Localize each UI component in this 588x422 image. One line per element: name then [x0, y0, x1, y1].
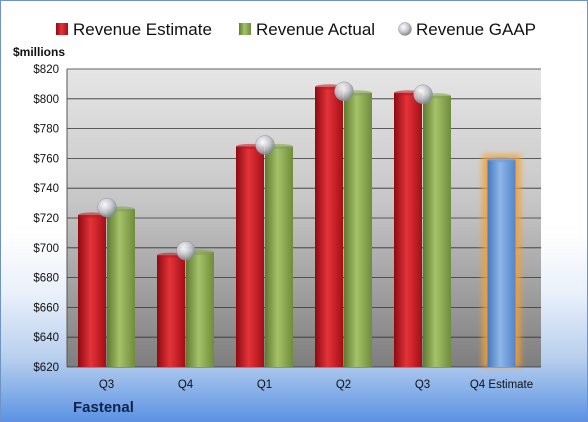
y-tick-label: $760	[33, 153, 59, 165]
y-tick-label: $700	[33, 243, 59, 255]
bar-revenue-actual	[344, 92, 372, 367]
x-tick-label: Q2	[336, 379, 351, 391]
y-axis-label: $millions	[13, 45, 65, 59]
x-tick-label: Q4 Estimate	[470, 379, 533, 391]
bar-estimate	[487, 159, 516, 367]
bar-top-revenue-estimate	[78, 212, 106, 218]
x-tick-label: Q1	[257, 379, 272, 391]
bar-revenue-estimate	[236, 146, 264, 367]
legend-label: Revenue Estimate	[73, 20, 212, 39]
marker-revenue-gaap	[176, 241, 196, 261]
x-tick-label: Q3	[99, 379, 114, 391]
x-tick-label: Q4	[178, 379, 194, 391]
y-tick-label: $820	[33, 64, 59, 76]
y-tick-label: $720	[33, 213, 59, 225]
bar-revenue-actual	[423, 95, 451, 367]
company-name: Fastenal	[73, 399, 134, 416]
y-tick-label: $640	[33, 332, 59, 344]
bar-revenue-estimate	[315, 86, 343, 367]
bar-revenue-actual	[265, 146, 293, 367]
y-tick-label: $800	[33, 94, 59, 106]
bar-revenue-estimate	[394, 92, 422, 367]
x-tick-label: Q3	[415, 379, 430, 391]
marker-revenue-gaap	[334, 81, 354, 102]
marker-revenue-gaap	[97, 197, 117, 218]
y-tick-label: $740	[33, 183, 59, 195]
legend-swatch	[56, 23, 68, 35]
marker-revenue-gaap	[413, 84, 433, 105]
bar-revenue-estimate	[157, 255, 185, 367]
y-tick-label: $780	[33, 124, 59, 136]
legend-swatch	[398, 22, 412, 36]
bar-top-estimate	[487, 157, 516, 163]
bar-revenue-estimate	[78, 215, 106, 367]
marker-revenue-gaap	[255, 135, 275, 155]
y-tick-label: $620	[33, 362, 59, 374]
y-tick-label: $660	[33, 302, 59, 314]
legend-swatch	[239, 23, 251, 35]
y-tick-label: $680	[33, 273, 59, 285]
bar-revenue-actual	[107, 209, 135, 367]
bar-revenue-actual	[186, 252, 214, 367]
legend-label: Revenue Actual	[256, 20, 375, 39]
legend-label: Revenue GAAP	[416, 20, 536, 39]
